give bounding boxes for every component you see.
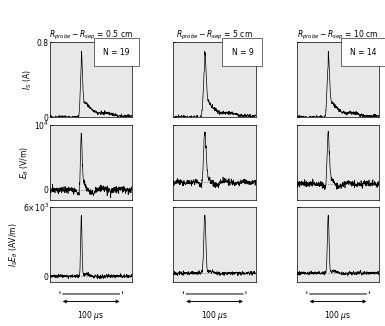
Text: N = 19: N = 19 — [104, 48, 130, 57]
Text: 100 $\mu$s: 100 $\mu$s — [325, 309, 352, 322]
Y-axis label: $E_\theta$ (V/m): $E_\theta$ (V/m) — [18, 145, 31, 179]
Text: N = 14: N = 14 — [350, 48, 377, 57]
Title: $R_{probe} - R_{sep}$ = 10 cm: $R_{probe} - R_{sep}$ = 10 cm — [297, 29, 379, 42]
Title: $R_{probe} - R_{sep}$ = 0.5 cm: $R_{probe} - R_{sep}$ = 0.5 cm — [49, 29, 133, 42]
Text: 100 $\mu$s: 100 $\mu$s — [77, 309, 105, 322]
Text: 100 $\mu$s: 100 $\mu$s — [201, 309, 228, 322]
Y-axis label: $I_S$ (A): $I_S$ (A) — [22, 69, 34, 90]
Title: $R_{probe} - R_{sep}$ = 5 cm: $R_{probe} - R_{sep}$ = 5 cm — [176, 29, 253, 42]
Y-axis label: $I_S E_\theta$ (AV/m): $I_S E_\theta$ (AV/m) — [7, 222, 20, 267]
Text: N = 9: N = 9 — [231, 48, 253, 57]
